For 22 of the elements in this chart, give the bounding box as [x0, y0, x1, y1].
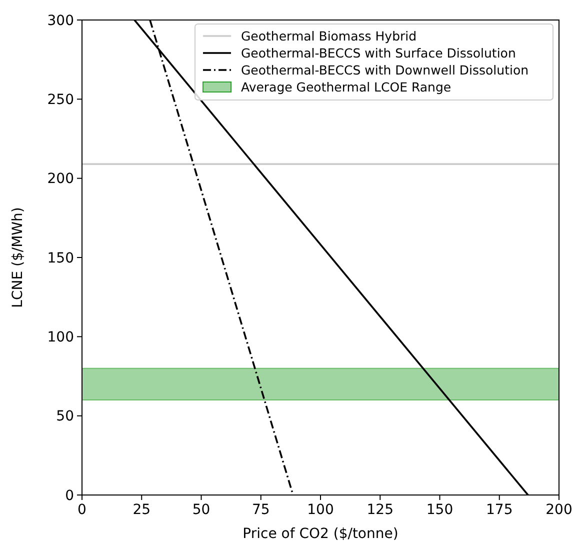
y-tick-label: 200	[47, 171, 74, 188]
y-tick-label: 150	[47, 250, 74, 266]
x-tick-label: 100	[307, 502, 334, 518]
x-tick-label: 175	[486, 502, 513, 518]
x-tick-label: 25	[132, 502, 151, 518]
y-tick-label: 50	[56, 408, 74, 425]
y-tick-label: 250	[47, 92, 74, 108]
y-tick-label: 100	[47, 330, 74, 346]
legend-label: Average Geothermal LCOE Range	[241, 79, 452, 94]
x-tick-label: 50	[192, 502, 210, 518]
legend-label: Geothermal Biomass Hybrid	[241, 28, 417, 44]
x-tick-label: 75	[252, 502, 270, 518]
x-tick-label: 125	[366, 502, 394, 518]
y-axis-title: LCNE ($/MWh)	[10, 207, 26, 308]
x-tick-label: 200	[546, 502, 572, 518]
x-axis-title: Price of CO2 ($/tonne)	[242, 526, 398, 542]
legend-label: Geothermal-BECCS with Downwell Dissolution	[241, 62, 529, 78]
y-tick-label: 0	[65, 488, 74, 504]
legend-label: Geothermal-BECCS with Surface Dissolution	[241, 45, 516, 60]
y-tick-label: 300	[47, 12, 74, 29]
x-tick-label: 150	[426, 502, 454, 518]
x-tick-label: 0	[78, 502, 86, 518]
